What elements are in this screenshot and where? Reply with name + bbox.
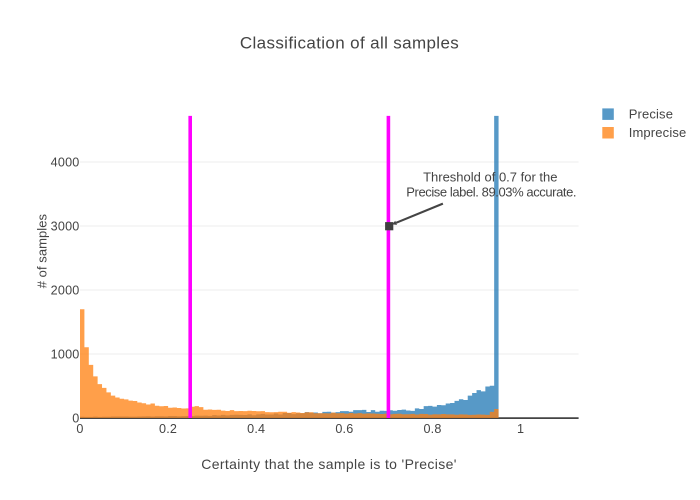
svg-text:0.2: 0.2 bbox=[159, 422, 177, 436]
svg-text:Imprecise: Imprecise bbox=[629, 125, 687, 140]
svg-text:0.4: 0.4 bbox=[247, 422, 265, 436]
svg-text:# of samples: # of samples bbox=[35, 214, 50, 289]
svg-text:1000: 1000 bbox=[51, 347, 80, 361]
svg-text:2000: 2000 bbox=[51, 283, 80, 297]
svg-text:4000: 4000 bbox=[51, 155, 80, 169]
svg-text:Certainty that the sample is t: Certainty that the sample is to 'Precise… bbox=[201, 456, 456, 472]
svg-text:3000: 3000 bbox=[51, 219, 80, 233]
svg-text:Precise label. 89.03% accurate: Precise label. 89.03% accurate. bbox=[406, 184, 576, 199]
svg-text:Precise: Precise bbox=[629, 106, 673, 121]
svg-text:0.8: 0.8 bbox=[423, 422, 441, 436]
svg-text:0.6: 0.6 bbox=[335, 422, 353, 436]
svg-text:1: 1 bbox=[517, 422, 524, 436]
svg-text:Classification of all samples: Classification of all samples bbox=[240, 34, 459, 53]
svg-text:0: 0 bbox=[72, 411, 79, 425]
svg-text:Threshold of 0.7 for the: Threshold of 0.7 for the bbox=[423, 169, 557, 184]
svg-text:0: 0 bbox=[76, 422, 83, 436]
